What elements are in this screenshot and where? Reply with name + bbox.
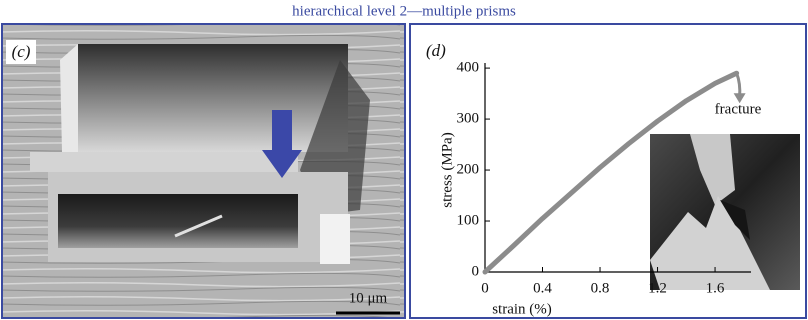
panel-label: (c) bbox=[12, 42, 31, 61]
x-tick-label: 1.2 bbox=[648, 280, 667, 296]
trench-wall bbox=[60, 44, 78, 152]
fiber bbox=[174, 214, 223, 238]
x-tick-label: 0.4 bbox=[533, 280, 552, 296]
y-tick-label: 300 bbox=[457, 111, 480, 127]
figure-title: hierarchical level 2—multiple prisms bbox=[292, 3, 516, 19]
inset-prism bbox=[650, 196, 770, 290]
y-tick-label: 400 bbox=[457, 60, 480, 76]
x-tick-label: 0.8 bbox=[591, 280, 610, 296]
x-tick-label: 1.6 bbox=[706, 280, 725, 296]
inset-image bbox=[650, 134, 800, 290]
y-tick-label: 200 bbox=[457, 161, 480, 177]
panel-c: (c) 10 μm bbox=[1, 23, 406, 319]
y-tick-label: 100 bbox=[457, 212, 480, 228]
bright-edge bbox=[320, 214, 350, 264]
x-tick-label: 0 bbox=[481, 280, 489, 296]
inset-crack bbox=[720, 200, 750, 240]
inset-prism bbox=[690, 134, 735, 205]
annotation: fracture bbox=[715, 101, 762, 117]
step bbox=[30, 152, 298, 172]
scale-bar-label: 10 μm bbox=[349, 290, 388, 306]
arrow bbox=[262, 110, 302, 178]
y-axis-label: stress (MPa) bbox=[439, 132, 455, 207]
x-axis-label: strain (%) bbox=[492, 301, 552, 317]
annotation-arrowhead bbox=[733, 93, 746, 104]
line bbox=[482, 70, 740, 275]
trench bbox=[78, 44, 348, 152]
y-tick-label: 0 bbox=[472, 263, 480, 279]
panel-label: (d) bbox=[426, 41, 446, 60]
slot bbox=[58, 194, 298, 248]
label-box bbox=[6, 40, 36, 64]
